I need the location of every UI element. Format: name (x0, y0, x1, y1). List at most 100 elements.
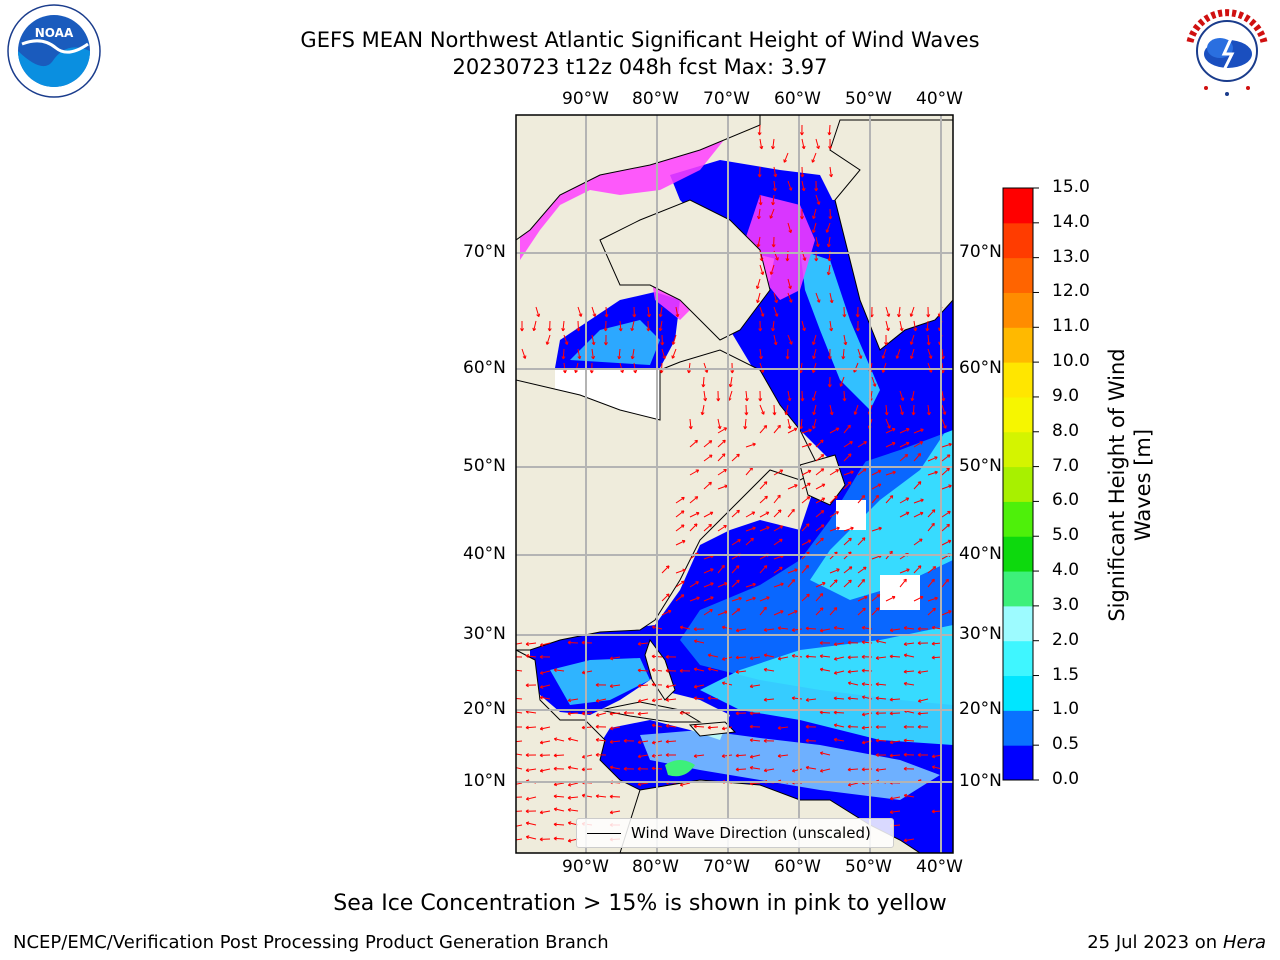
wind-wave-arrow (800, 362, 803, 373)
wind-wave-arrowhead (802, 327, 806, 332)
colorbar-segment (1003, 745, 1033, 781)
wind-wave-arrowhead (756, 299, 760, 304)
wind-wave-arrow (638, 642, 649, 645)
colorbar-segment (1003, 501, 1033, 537)
wind-wave-arrowhead (651, 654, 655, 659)
wind-wave-arrowhead (862, 468, 867, 472)
wind-wave-arrow (707, 726, 719, 729)
wind-wave-arrowhead (553, 668, 558, 673)
wind-wave-arrowhead (765, 511, 770, 516)
wind-wave-arrowhead (750, 537, 754, 542)
wind-wave-arrowhead (875, 725, 879, 730)
wind-wave-arrow (773, 166, 777, 177)
wind-wave-arrowhead (926, 314, 931, 318)
wind-wave-arrow (806, 766, 817, 770)
wind-wave-arrow (941, 390, 945, 401)
wind-wave-arrow (896, 348, 901, 359)
wind-wave-arrowhead (512, 726, 515, 729)
wind-wave-arrowhead (539, 740, 544, 745)
wind-wave-arrow (759, 264, 764, 275)
wind-wave-arrow (772, 138, 775, 149)
lat-label: 60°N (959, 358, 1002, 378)
wind-wave-arrow (812, 208, 817, 219)
wind-wave-arrowhead (716, 398, 721, 402)
wind-wave-arrow (904, 654, 915, 658)
wind-wave-arrow (833, 697, 845, 700)
wind-wave-arrowhead (948, 442, 952, 447)
wind-wave-arrow (759, 565, 768, 574)
wind-wave-arrowhead (861, 740, 866, 745)
wind-wave-arrowhead (769, 215, 774, 219)
lat-label: 30°N (463, 624, 506, 644)
noaa-logo-icon: NOAA (4, 4, 104, 100)
wind-wave-arrow (829, 208, 831, 220)
wind-wave-arrow (913, 538, 923, 546)
wind-wave-arrowhead (539, 810, 544, 815)
wind-wave-arrowhead (651, 723, 656, 728)
wind-wave-arrowhead (609, 711, 613, 716)
wind-wave-arrowhead (744, 412, 749, 416)
wind-wave-arrowhead (737, 539, 741, 543)
wind-wave-arrow (815, 593, 824, 602)
colorbar-segment (1003, 362, 1033, 398)
wind-wave-arrowhead (884, 342, 889, 346)
wind-wave-arrowhead (759, 257, 764, 262)
wind-wave-arrowhead (752, 596, 756, 601)
wind-wave-arrowhead (591, 355, 596, 360)
wind-wave-arrowhead (567, 782, 572, 787)
wind-wave-arrowhead (875, 682, 880, 687)
wind-wave-arrowhead (827, 258, 832, 262)
wind-wave-arrowhead (567, 640, 571, 645)
colorbar-tick-label: 13.0 (1052, 246, 1090, 267)
wind-wave-arrowhead (777, 509, 782, 513)
wind-wave-arrowhead (693, 724, 697, 729)
legend-label: Wind Wave Direction (unscaled) (631, 824, 871, 842)
wind-wave-arrowhead (805, 564, 809, 569)
wind-wave-arrowhead (756, 215, 761, 220)
wind-wave-arrowhead (812, 341, 816, 345)
wind-wave-arrow (899, 442, 910, 448)
wind-wave-arrowhead (763, 667, 768, 672)
wind-wave-arrow (834, 670, 845, 674)
wind-wave-arrowhead (651, 753, 656, 758)
wind-wave-arrowhead (805, 738, 809, 743)
wind-wave-arrowhead (905, 497, 910, 501)
wind-wave-arrowhead (561, 356, 566, 360)
wind-wave-arrow (829, 607, 838, 616)
wind-wave-arrow (758, 208, 761, 219)
wind-wave-arrow (941, 485, 952, 490)
wind-wave-arrowhead (671, 355, 676, 359)
wind-wave-arrowhead (889, 654, 893, 659)
wind-wave-arrowhead (836, 526, 840, 531)
wind-wave-arrowhead (847, 767, 851, 772)
wind-wave-arrowhead (736, 579, 740, 584)
wind-wave-arrowhead (604, 314, 609, 318)
wind-wave-arrow (885, 495, 894, 504)
wind-wave-arrowhead (679, 625, 684, 630)
wind-wave-arrow (717, 453, 726, 462)
wind-wave-arrow (927, 607, 936, 616)
wind-wave-arrow (703, 390, 706, 401)
wind-wave-arrow (792, 768, 803, 772)
wind-wave-arrowhead (525, 753, 529, 758)
wind-wave-arrow (913, 499, 924, 504)
wind-wave-arrowhead (525, 642, 530, 646)
wind-wave-arrow (778, 726, 789, 729)
wind-wave-arrowhead (749, 656, 754, 661)
wind-wave-arrowhead (592, 313, 597, 317)
colorbar-segment (1003, 396, 1033, 433)
wind-wave-arrowhead (758, 202, 763, 206)
colorbar-tick-label: 12.0 (1052, 281, 1090, 302)
wind-wave-arrow (829, 404, 833, 415)
wind-wave-arrowhead (553, 766, 557, 771)
wind-wave-arrow (941, 524, 950, 532)
wind-wave-arrow (857, 607, 866, 616)
wind-wave-arrowhead (861, 682, 866, 686)
colorbar-tick-label: 9.0 (1052, 385, 1080, 406)
wind-wave-arrow (926, 320, 929, 332)
wind-wave-arrow (843, 527, 854, 532)
wind-wave-arrow (815, 537, 824, 546)
wind-wave-arrow (675, 594, 685, 602)
wind-wave-arrowhead (512, 697, 515, 700)
wind-wave-arrowhead (941, 397, 946, 402)
